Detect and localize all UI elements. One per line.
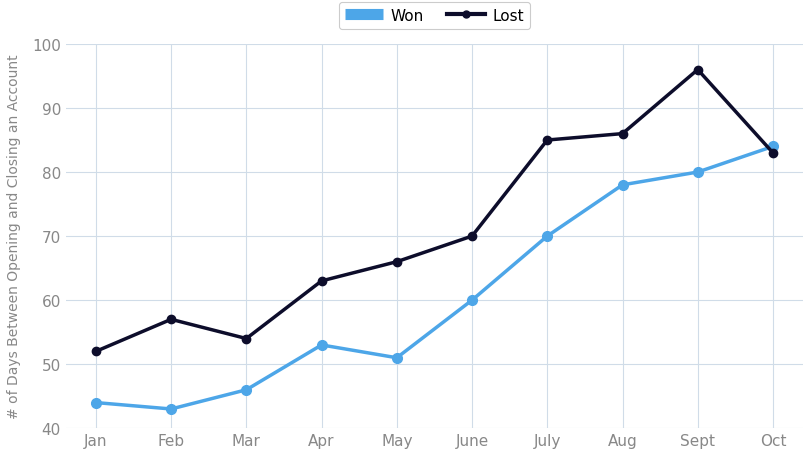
Legend: Won, Lost: Won, Lost [339,3,531,30]
Y-axis label: # of Days Between Opening and Closing an Account: # of Days Between Opening and Closing an… [7,55,21,419]
